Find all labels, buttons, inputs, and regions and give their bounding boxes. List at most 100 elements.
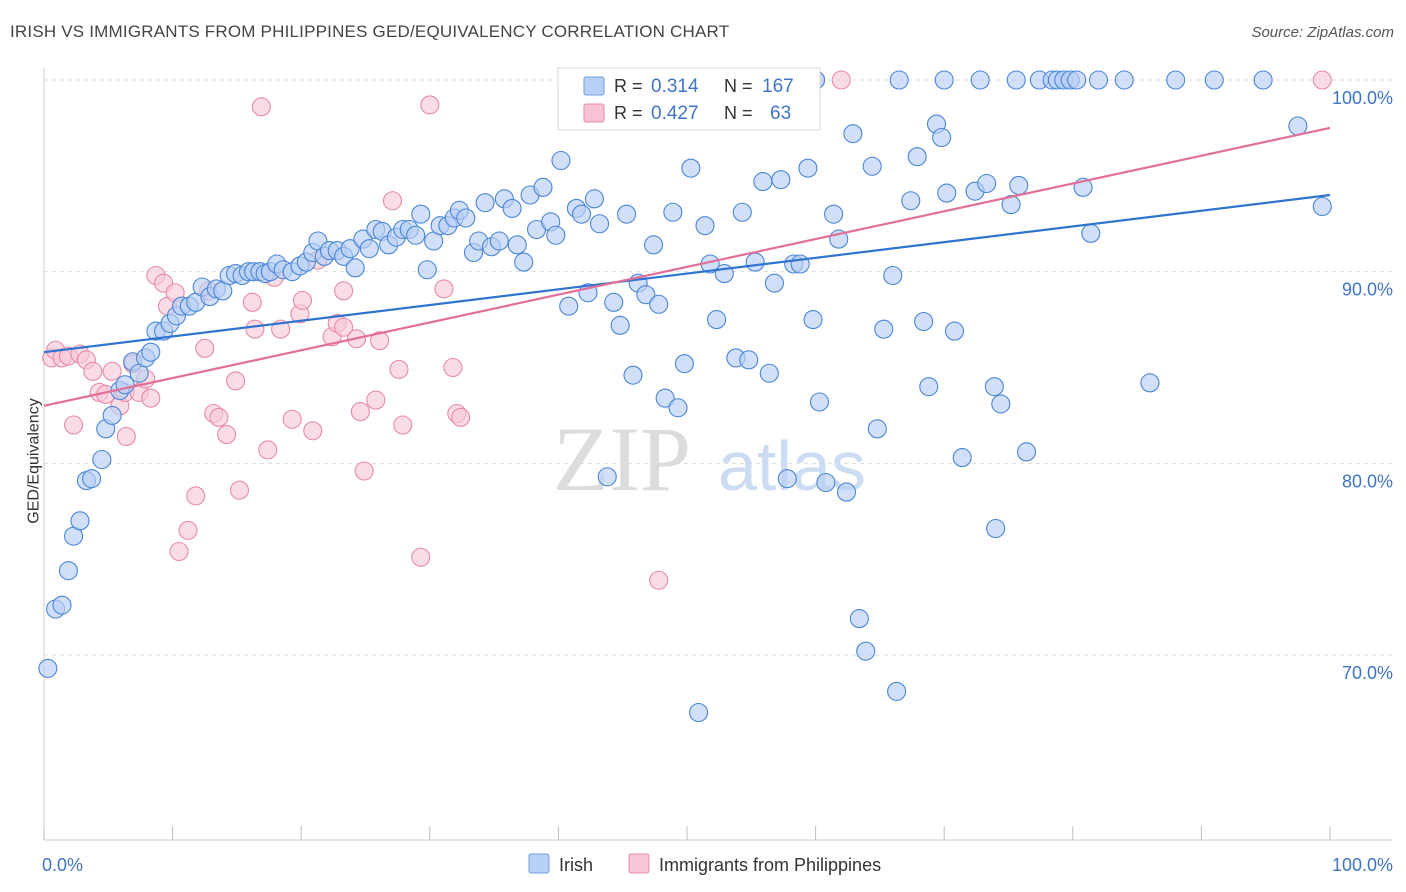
irish-point: [417, 260, 437, 280]
irish-point: [610, 315, 630, 335]
irish-point: [836, 482, 857, 502]
irish-point: [1016, 442, 1037, 462]
source-label: Source: ZipAtlas.com: [1251, 24, 1394, 41]
philippines-point: [229, 480, 250, 500]
irish-point: [1006, 70, 1026, 90]
irish-point: [1140, 373, 1160, 393]
irish-point: [644, 235, 664, 255]
irish-point: [514, 252, 534, 272]
irish-point: [604, 292, 624, 312]
irish-point: [597, 467, 617, 487]
irish-point: [843, 124, 863, 144]
chart-title: IRISH VS IMMIGRANTS FROM PHILIPPINES GED…: [10, 22, 730, 41]
philippines-point: [195, 338, 215, 358]
irish-point: [649, 294, 669, 314]
legend-item-philippines[interactable]: Immigrants from Philippines: [628, 853, 881, 875]
philippines-point: [242, 292, 262, 312]
irish-point: [745, 252, 765, 272]
philippines-point: [245, 319, 265, 339]
irish-point: [803, 310, 823, 330]
x-tick-label: 0.0%: [42, 855, 83, 875]
irish-point: [777, 469, 797, 489]
watermark-zip: ZIP: [553, 408, 691, 510]
irish-point: [1067, 70, 1087, 90]
philippines-point: [102, 361, 122, 381]
irish-point: [533, 177, 553, 197]
irish-point: [636, 285, 656, 305]
philippines-point: [443, 357, 463, 378]
philippines-point: [1312, 70, 1332, 90]
irish-point: [655, 388, 675, 408]
stats-r-value: 0.427: [651, 103, 699, 124]
irish-point: [559, 296, 579, 316]
irish-point: [798, 158, 818, 178]
x-tick-labels: 0.0% 100.0%: [42, 855, 1393, 875]
irish-point: [406, 225, 426, 245]
irish-point: [102, 405, 122, 425]
legend-label-philippines: Immigrants from Philippines: [659, 855, 881, 875]
stats-swatch-irish: [583, 76, 605, 96]
irish-point: [771, 170, 791, 190]
irish-point: [695, 216, 715, 236]
irish-point: [883, 265, 903, 286]
x-tick-label: 100.0%: [1332, 855, 1393, 875]
philippines-point: [649, 570, 669, 590]
philippines-point: [251, 97, 271, 117]
irish-point: [411, 204, 431, 224]
watermark: ZIP atlas: [553, 408, 866, 510]
irish-point: [901, 191, 921, 211]
philippines-point: [209, 407, 229, 427]
irish-point: [38, 658, 58, 678]
irish-point: [932, 127, 952, 148]
y-tick-labels: 100.0% 90.0% 80.0% 70.0%: [1332, 88, 1393, 683]
trend-lines: [43, 126, 1331, 407]
stats-n-label: N =: [724, 76, 753, 96]
irish-point: [907, 147, 927, 167]
philippines-point: [420, 95, 440, 115]
irish-point: [991, 394, 1011, 414]
philippines-point: [186, 486, 206, 506]
irish-point: [141, 342, 161, 362]
irish-point: [824, 204, 844, 224]
irish-point: [984, 377, 1004, 397]
philippines-point: [303, 421, 323, 441]
gridlines: [44, 79, 1392, 656]
irish-point: [674, 354, 694, 374]
philippines-point: [393, 415, 413, 435]
irish-point: [668, 398, 688, 418]
legend-swatch-philippines: [628, 853, 650, 874]
stats-n-value: 167: [762, 76, 794, 97]
stats-row-irish: R = 0.314 N = 167: [583, 76, 794, 97]
philippines-point: [334, 281, 354, 301]
irish-point: [816, 472, 836, 493]
philippines-point: [451, 407, 471, 427]
philippines-point: [831, 70, 851, 90]
philippines-point: [258, 440, 278, 460]
irish-point: [617, 204, 637, 224]
irish-point: [944, 321, 965, 341]
irish-point: [1288, 116, 1308, 136]
irish-point: [92, 449, 112, 470]
irish-point: [1204, 70, 1224, 90]
irish-point: [862, 156, 882, 176]
trend-line-philippines: [43, 126, 1331, 407]
irish-point: [1001, 195, 1021, 215]
philippines-point: [116, 426, 136, 447]
irish-point: [623, 365, 643, 385]
philippines-point: [350, 402, 370, 422]
stats-row-philippines: R = 0.427 N = 63: [583, 103, 791, 124]
irish-point: [663, 202, 683, 222]
irish-point: [937, 183, 957, 203]
legend-swatch-irish: [528, 853, 550, 874]
legend-item-irish[interactable]: Irish: [528, 853, 593, 875]
irish-point: [790, 254, 810, 274]
philippines-point: [366, 390, 386, 410]
y-tick-label: 80.0%: [1342, 471, 1393, 491]
irish-point: [689, 702, 709, 723]
philippines-point: [411, 547, 431, 567]
irish-point: [52, 595, 72, 615]
y-tick-label: 70.0%: [1342, 663, 1393, 683]
irish-point: [889, 70, 909, 90]
philippines-point: [217, 425, 237, 445]
irish-point: [546, 225, 566, 245]
